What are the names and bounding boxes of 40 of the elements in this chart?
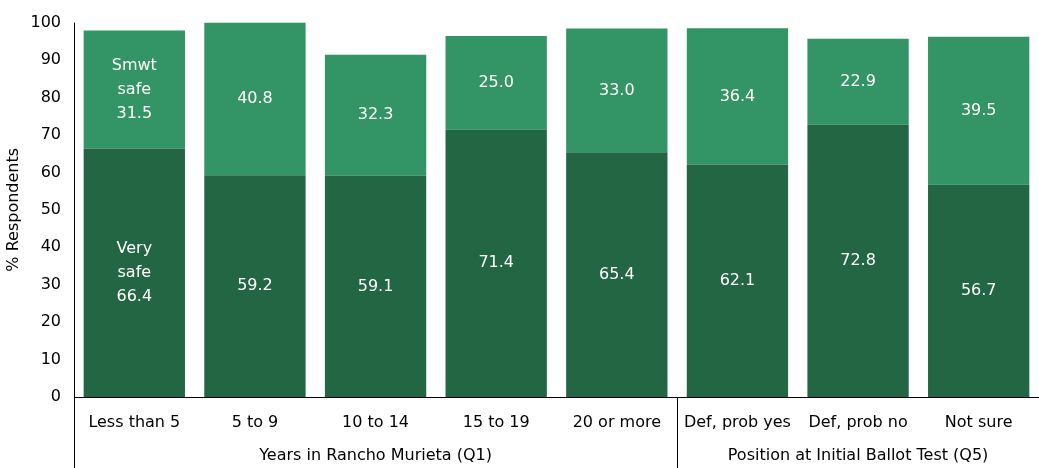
- y-tick-label: 90: [40, 49, 61, 69]
- y-tick-label: 70: [40, 124, 61, 144]
- y-tick-label: 10: [40, 348, 61, 368]
- x-tick-label: Def, prob yes: [683, 411, 791, 431]
- x-tick-label: 15 to 19: [462, 411, 530, 431]
- data-label: 31.5: [116, 102, 153, 122]
- data-label: 71.4: [478, 252, 514, 272]
- data-label: 36.4: [719, 85, 756, 105]
- data-label: 39.5: [960, 99, 997, 119]
- x-tick-label: 20 or more: [572, 411, 661, 431]
- x-tick-label: Less than 5: [88, 411, 181, 431]
- y-tick-label: 100: [30, 11, 61, 31]
- x-tick-label: 10 to 14: [342, 411, 410, 431]
- x-tick-label: Not sure: [944, 411, 1013, 431]
- y-tick-label: 30: [40, 273, 61, 293]
- data-label: 59.1: [357, 275, 394, 295]
- data-label: 32.3: [357, 104, 394, 124]
- x-tick-label: 5 to 9: [231, 411, 279, 431]
- data-label: 40.8: [237, 88, 273, 108]
- data-label: 66.4: [116, 285, 153, 305]
- data-label: 33.0: [599, 79, 635, 99]
- y-tick-label: 80: [40, 86, 61, 106]
- data-label: 59.2: [237, 275, 273, 295]
- data-label: 72.8: [840, 249, 876, 269]
- y-tick-label: 0: [50, 386, 61, 406]
- data-label: 56.7: [960, 280, 997, 300]
- data-label: 62.1: [719, 269, 756, 289]
- data-label: 22.9: [840, 70, 876, 90]
- text: Years in Rancho Murieta (Q1): [258, 445, 492, 465]
- data-label: 25.0: [478, 72, 514, 92]
- y-axis-title: % Respondents: [2, 147, 22, 272]
- series-label: Very safe: [116, 237, 153, 281]
- y-tick-label: 50: [40, 198, 61, 218]
- y-tick-label: 60: [40, 161, 61, 181]
- y-tick-label: 20: [40, 311, 61, 331]
- data-label: 65.4: [599, 263, 635, 283]
- series-label: Smwt safe: [111, 54, 157, 98]
- text: Position at Initial Ballot Test (Q5): [727, 445, 989, 465]
- y-tick-label: 40: [40, 236, 61, 256]
- x-tick-label: Def, prob no: [808, 411, 908, 431]
